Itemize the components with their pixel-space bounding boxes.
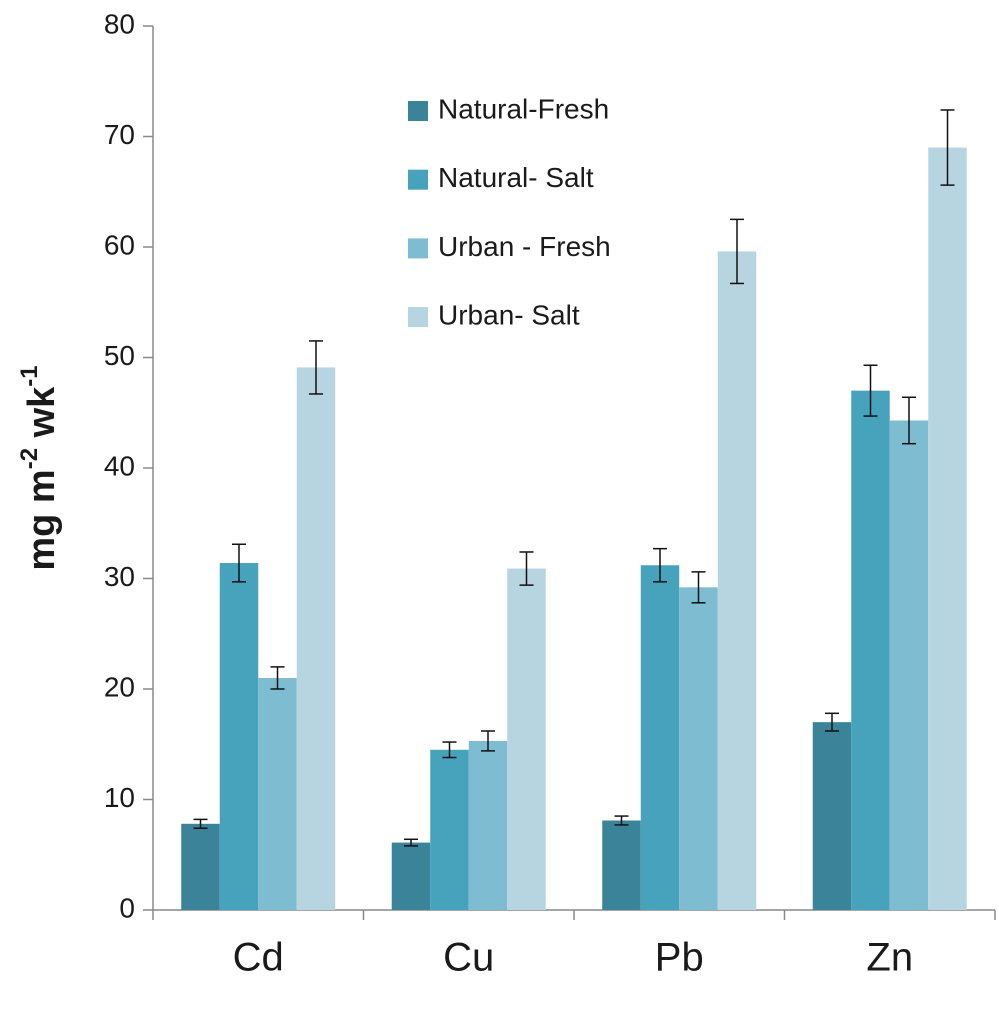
bar bbox=[391, 842, 431, 910]
legend-label: Urban- Salt bbox=[438, 299, 580, 330]
bar bbox=[851, 390, 890, 910]
y-axis-label-part: -1 bbox=[16, 365, 43, 386]
legend-swatch bbox=[408, 238, 428, 259]
bar bbox=[507, 568, 546, 910]
y-tick-label: 0 bbox=[119, 892, 135, 923]
bar bbox=[602, 820, 641, 910]
y-axis-label-part: wk bbox=[21, 386, 63, 448]
bar bbox=[181, 823, 220, 910]
y-tick-label: 30 bbox=[104, 561, 135, 592]
bar bbox=[219, 563, 259, 910]
legend-label: Natural- Salt bbox=[438, 162, 594, 193]
error-bar bbox=[270, 666, 285, 690]
error-bar bbox=[940, 109, 955, 186]
error-bar bbox=[863, 364, 878, 417]
error-bar bbox=[691, 571, 706, 604]
y-tick-label: 50 bbox=[104, 340, 135, 371]
y-axis-label: mg m-2 wk-1 bbox=[16, 365, 63, 570]
x-tick-label: Cd bbox=[233, 936, 284, 980]
error-bar bbox=[232, 543, 246, 583]
legend-label: Urban - Fresh bbox=[438, 231, 611, 262]
y-tick-label: 60 bbox=[104, 229, 135, 260]
error-bar bbox=[442, 741, 457, 759]
legend-swatch bbox=[408, 101, 428, 121]
bar bbox=[679, 587, 718, 910]
bar bbox=[717, 251, 757, 911]
bar bbox=[812, 722, 852, 910]
y-axis-label-part: mg m bbox=[21, 469, 63, 570]
bar bbox=[430, 749, 469, 910]
bar bbox=[258, 677, 297, 910]
error-bar bbox=[481, 730, 495, 752]
error-bar bbox=[519, 551, 534, 586]
y-tick-label: 40 bbox=[104, 450, 135, 481]
error-bar bbox=[902, 396, 916, 445]
error-bar bbox=[309, 340, 323, 395]
bar bbox=[640, 565, 680, 910]
error-bar bbox=[193, 818, 208, 829]
error-bar bbox=[614, 815, 629, 826]
error-bar bbox=[730, 218, 744, 285]
bar bbox=[468, 740, 508, 910]
bar bbox=[928, 147, 967, 911]
x-tick-label: Cu bbox=[443, 936, 494, 980]
bar bbox=[296, 367, 336, 910]
x-tick-label: Pb bbox=[655, 936, 704, 980]
error-bar bbox=[404, 838, 418, 847]
legend-swatch bbox=[408, 307, 428, 328]
y-tick-label: 80 bbox=[104, 8, 135, 39]
y-tick-label: 70 bbox=[104, 119, 135, 150]
legend-label: Natural-Fresh bbox=[438, 93, 609, 124]
bar bbox=[889, 420, 929, 910]
x-tick-label: Zn bbox=[866, 936, 913, 980]
error-bar bbox=[653, 547, 667, 583]
legend-swatch bbox=[408, 169, 428, 190]
y-axis-label-part: -2 bbox=[16, 448, 43, 469]
error-bar bbox=[825, 712, 839, 732]
y-tick-label: 20 bbox=[104, 671, 135, 702]
y-tick-label: 10 bbox=[104, 782, 135, 813]
